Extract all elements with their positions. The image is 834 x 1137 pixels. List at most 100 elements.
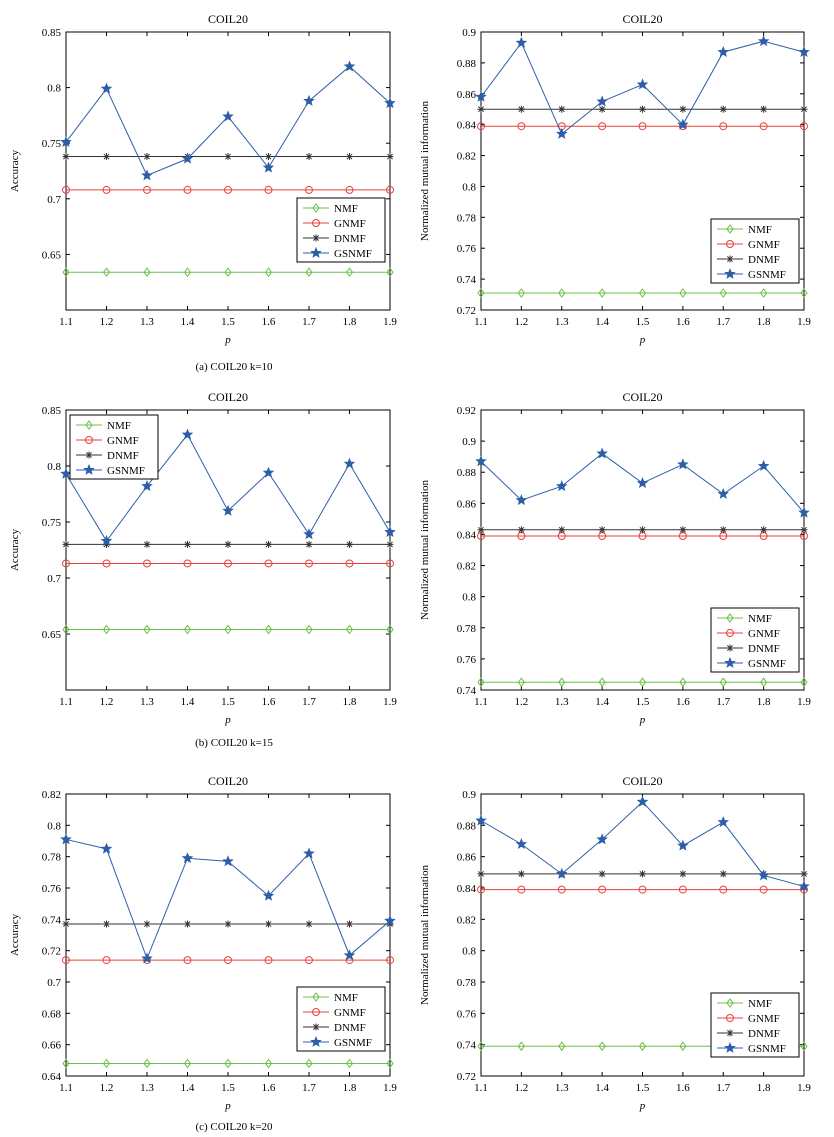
x-tick-label: 1.5 [636, 696, 650, 708]
x-axis-label: p [224, 714, 231, 726]
data-point-gsnmf [141, 952, 153, 964]
data-point-gsnmf [141, 169, 153, 181]
data-point-nmf [224, 1058, 232, 1069]
data-point-nmf [760, 288, 768, 298]
data-point-gsnmf [60, 136, 72, 147]
data-point-dnmf [305, 153, 313, 161]
legend-marker [312, 203, 320, 213]
legend-label-gnmf: GNMF [748, 239, 780, 251]
x-tick-label: 1.5 [636, 316, 650, 328]
x-tick-label: 1.8 [343, 696, 357, 708]
data-point-gsnmf [384, 526, 396, 538]
data-point-gnmf [224, 956, 232, 965]
data-point-dnmf [386, 540, 394, 548]
data-point-gsnmf [596, 833, 608, 845]
data-point-nmf [679, 677, 687, 688]
series-gnmf [477, 532, 808, 540]
legend-marker [726, 629, 734, 637]
legend-label-gnmf: GNMF [334, 218, 366, 230]
data-point-dnmf [760, 526, 768, 534]
legend-label-nmf: NMF [107, 420, 131, 432]
data-point-gnmf [759, 885, 768, 894]
legend-marker [83, 463, 95, 475]
data-point-nmf [800, 288, 808, 298]
x-tick-label: 1.5 [221, 1082, 235, 1094]
y-tick-label: 0.64 [42, 1071, 62, 1083]
data-point-nmf [386, 267, 394, 278]
data-point-gsnmf [475, 814, 487, 826]
data-point-nmf [477, 288, 485, 298]
legend-label-dnmf: DNMF [334, 1022, 366, 1034]
chart-title: COIL20 [208, 12, 248, 26]
data-point-gnmf [264, 956, 273, 965]
legend-label-dnmf: DNMF [748, 1028, 780, 1040]
y-tick-label: 0.7 [47, 977, 61, 989]
data-point-gsnmf [100, 842, 113, 854]
chart-title: COIL20 [208, 774, 248, 788]
data-point-nmf [62, 624, 70, 635]
legend-label-gsnmf: GSNMF [334, 248, 372, 260]
data-point-gsnmf [555, 867, 568, 879]
x-tick-label: 1.5 [221, 696, 235, 708]
legend-marker [312, 234, 320, 242]
y-tick-label: 0.75 [42, 138, 62, 150]
x-axis-label: p [224, 1100, 231, 1112]
data-point-nmf [183, 1058, 192, 1069]
x-tick-label: 1.4 [181, 1082, 195, 1094]
legend-label-dnmf: DNMF [748, 254, 780, 266]
legend: NMF GNMF DNMF GSNMF [710, 992, 800, 1058]
x-tick-label: 1.8 [343, 1082, 357, 1094]
legend-label-gnmf: GNMF [334, 1007, 366, 1019]
data-point-gsnmf [798, 46, 810, 57]
x-tick-label: 1.9 [383, 696, 397, 708]
x-tick-label: 1.2 [515, 1082, 529, 1094]
y-axis-label: Normalized mutual information [419, 480, 431, 620]
y-tick-label: 0.85 [42, 405, 62, 417]
data-point-dnmf [62, 540, 70, 548]
data-point-dnmf [103, 153, 110, 161]
data-point-gsnmf [60, 833, 72, 845]
x-tick-label: 1.5 [636, 1082, 650, 1094]
x-tick-label: 1.8 [343, 316, 357, 328]
x-tick-label: 1.1 [474, 696, 488, 708]
x-tick-label: 1.3 [555, 1082, 569, 1094]
y-tick-label: 0.7 [47, 573, 61, 585]
data-point-dnmf [265, 153, 272, 161]
series-nmf [62, 624, 394, 635]
x-tick-label: 1.1 [474, 316, 488, 328]
x-tick-label: 1.7 [302, 696, 316, 708]
data-point-gnmf [638, 885, 647, 894]
legend: NMF GNMF DNMF GSNMF [296, 986, 386, 1052]
data-point-gnmf [224, 185, 232, 194]
data-point-gsnmf [515, 838, 528, 850]
data-point-gnmf [477, 885, 485, 894]
x-tick-label: 1.5 [221, 316, 235, 328]
data-point-gnmf [143, 185, 151, 194]
legend-label-gsnmf: GSNMF [748, 269, 786, 281]
y-tick-label: 0.9 [462, 436, 476, 448]
data-point-gsnmf [222, 855, 234, 867]
data-point-nmf [719, 288, 727, 298]
data-point-gnmf [477, 122, 485, 131]
y-tick-label: 0.88 [457, 820, 477, 832]
data-point-nmf [800, 1041, 808, 1052]
x-tick-label: 1.1 [59, 696, 73, 708]
legend-label-nmf: NMF [748, 224, 772, 236]
x-axis-label: p [639, 714, 646, 726]
data-point-nmf [679, 1041, 687, 1052]
data-point-gsnmf [798, 506, 810, 518]
y-tick-label: 0.65 [42, 249, 62, 261]
legend-marker [726, 644, 734, 652]
x-tick-label: 1.4 [595, 1082, 609, 1094]
legend-marker [724, 656, 736, 668]
data-point-dnmf [143, 540, 151, 548]
chart-5: COIL20 1.1 1.2 1.3 1.4 1.5 1.6 1.7 1.8 1.9 0.64 0.6… [9, 774, 397, 1112]
x-axis-label: p [639, 1100, 646, 1112]
x-tick-label: 1.2 [515, 316, 529, 328]
data-point-gsnmf [515, 36, 528, 48]
y-tick-label: 0.68 [42, 1008, 62, 1020]
data-point-dnmf [103, 920, 110, 928]
data-point-nmf [386, 1058, 394, 1069]
y-tick-label: 0.84 [457, 883, 477, 895]
